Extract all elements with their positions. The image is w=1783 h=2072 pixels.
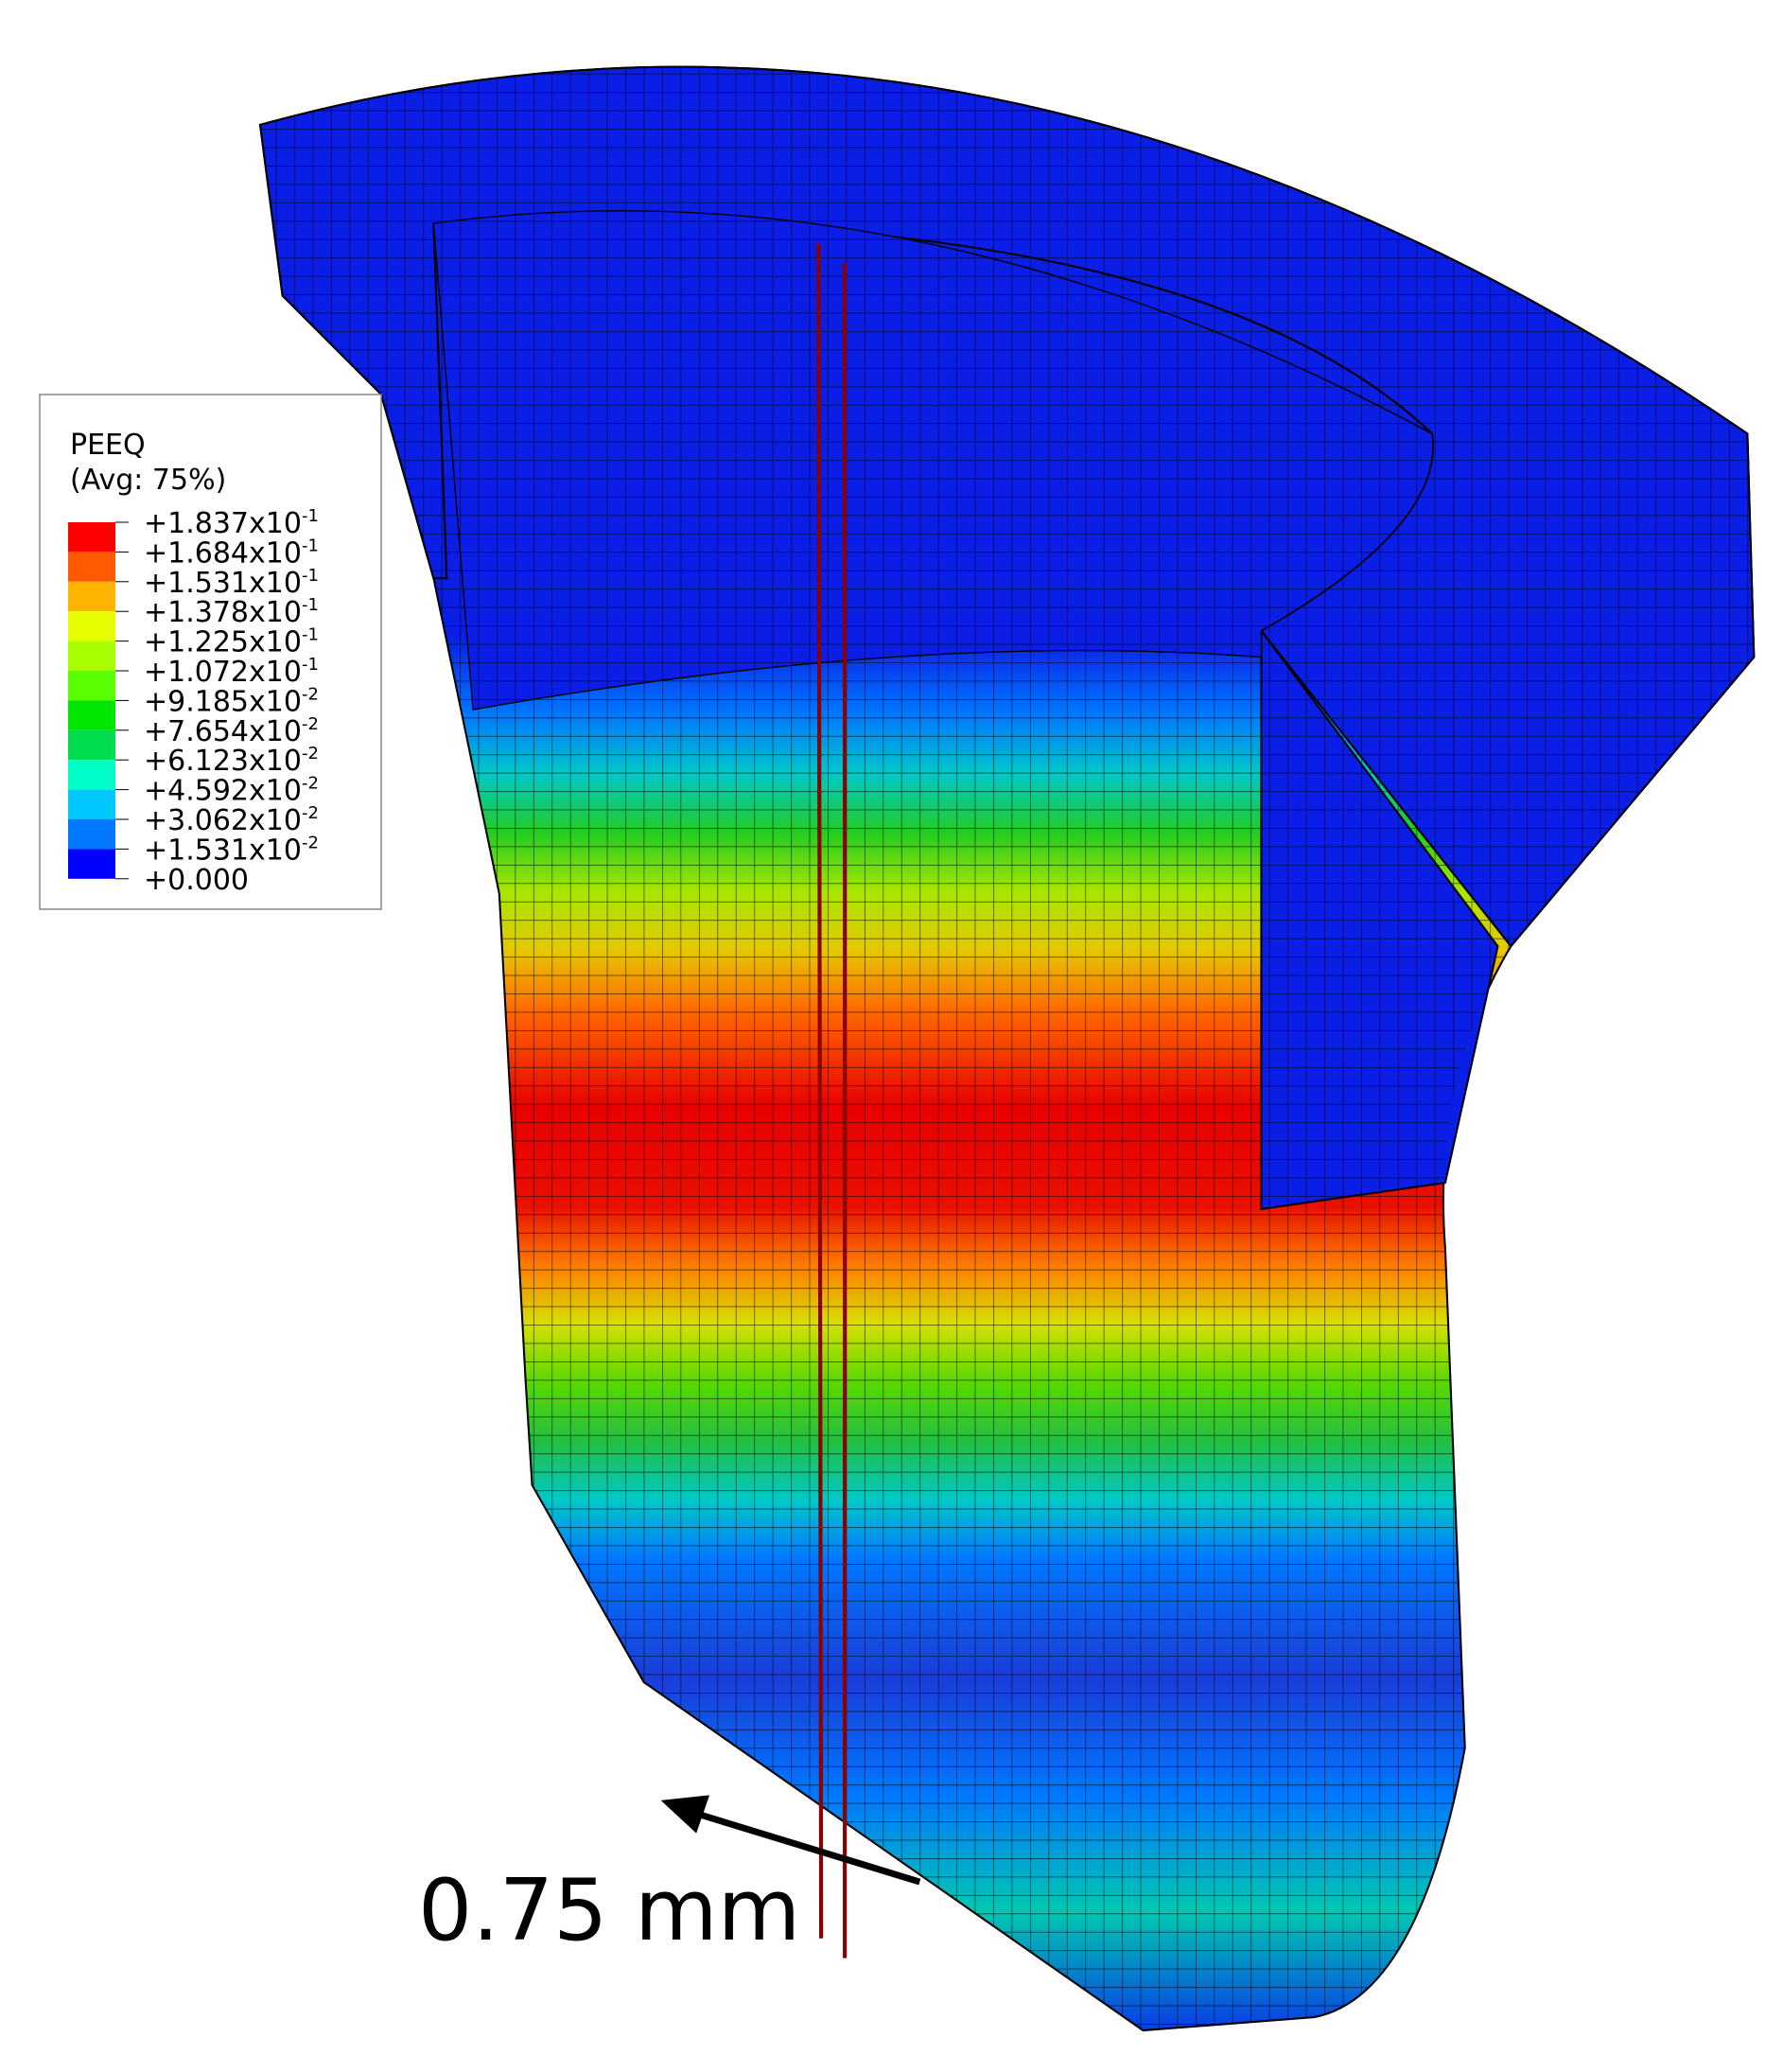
- legend-label-base: +0.000: [144, 864, 249, 897]
- legend-label: +9.185x10-2: [144, 684, 319, 718]
- legend-label-exp: -2: [302, 744, 319, 764]
- legend-label-base: +1.225x10: [144, 626, 302, 659]
- legend-label: +3.062x10-2: [144, 803, 319, 837]
- legend-label: +1.837x10-1: [144, 506, 319, 540]
- legend-label-base: +3.062x10: [144, 804, 302, 837]
- legend-label-exp: -1: [302, 625, 319, 645]
- legend-label-base: +1.531x10: [144, 567, 302, 600]
- legend-label-exp: -1: [302, 506, 319, 526]
- legend-label-exp: -1: [302, 655, 319, 675]
- section-line: [816, 242, 824, 1939]
- legend-swatch: [68, 729, 115, 761]
- legend-label: +7.654x10-2: [144, 714, 319, 748]
- arrow-head: [660, 1795, 710, 1834]
- legend-label-exp: -2: [302, 774, 319, 794]
- legend: +1.837x10-1+1.684x10-1+1.531x10-1+1.378x…: [68, 506, 319, 897]
- arrow-shaft: [695, 1810, 921, 1886]
- legend-label: +6.123x10-2: [144, 744, 319, 778]
- legend-swatch: [68, 611, 115, 641]
- legend-label-base: +1.531x10: [144, 834, 302, 867]
- legend-label: +1.225x10-1: [144, 625, 319, 659]
- legend-swatch: [68, 760, 115, 790]
- legend-label-exp: -2: [302, 833, 319, 852]
- fea-model: [258, 65, 1756, 2032]
- legend-swatch: [68, 671, 115, 701]
- legend-swatch: [68, 581, 115, 612]
- legend-label-exp: -1: [302, 595, 319, 615]
- legend-swatch: [68, 641, 115, 671]
- legend-label: +1.531x10-2: [144, 833, 319, 867]
- legend-label-base: +7.654x10: [144, 715, 302, 748]
- legend-label: +0.000: [144, 864, 249, 897]
- legend-label-base: +1.378x10: [144, 596, 302, 629]
- legend-label: +1.531x10-1: [144, 566, 319, 600]
- legend-label-base: +1.837x10: [144, 507, 302, 540]
- legend-label-base: +9.185x10: [144, 685, 302, 718]
- legend-label-base: +6.123x10: [144, 745, 302, 778]
- legend-subtitle: (Avg: 75%): [70, 464, 226, 497]
- legend-swatch: [68, 522, 115, 553]
- legend-swatch: [68, 789, 115, 819]
- legend-label-exp: -1: [302, 536, 319, 555]
- legend-label-base: +1.684x10: [144, 536, 302, 570]
- legend-swatch: [68, 552, 115, 582]
- legend-label-exp: -2: [302, 803, 319, 823]
- mesh-overlay: [260, 66, 1755, 2031]
- legend-label-exp: -2: [302, 684, 319, 704]
- legend-label-exp: -1: [302, 566, 319, 586]
- legend-label: +1.684x10-1: [144, 536, 319, 570]
- legend-swatch: [68, 700, 115, 730]
- annotation: 0.75 mm: [418, 1861, 800, 1960]
- legend-label: +4.592x10-2: [144, 774, 319, 808]
- legend-label: +1.378x10-1: [144, 595, 319, 629]
- legend-label-base: +1.072x10: [144, 656, 302, 689]
- legend-swatch: [68, 849, 115, 879]
- legend-title: PEEQ: [70, 429, 146, 462]
- legend-label-exp: -2: [302, 714, 319, 734]
- legend-label: +1.072x10-1: [144, 655, 319, 689]
- legend-label-base: +4.592x10: [144, 775, 302, 808]
- legend-swatch: [68, 819, 115, 850]
